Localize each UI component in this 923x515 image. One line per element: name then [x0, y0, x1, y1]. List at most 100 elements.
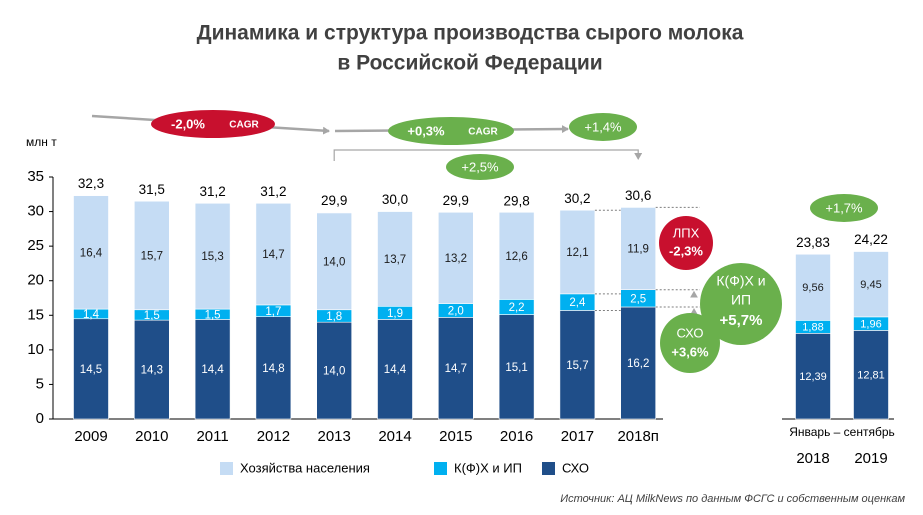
cagr-badge-positive: [388, 117, 514, 145]
chart-title-line-1: Динамика и структура производства сырого…: [197, 22, 744, 45]
x-tick-label: 2017: [561, 428, 594, 445]
y-tick-label: 10: [27, 341, 44, 358]
period-x-tick-label: 2019: [854, 450, 887, 467]
bar-data-label: 11,9: [627, 244, 649, 256]
sho-change-value: +3,6%: [671, 344, 709, 359]
bar-segment: [73, 318, 109, 420]
bar-data-label: 2,2: [509, 302, 525, 314]
x-tick-label: 2012: [257, 428, 290, 445]
bar-segment: [134, 200, 170, 311]
bar-total-label: 32,3: [78, 176, 104, 191]
bar-data-label: 14,0: [323, 366, 345, 378]
bar-total-label: 30,2: [564, 191, 590, 206]
x-tick-label: 2015: [439, 428, 472, 445]
bar-data-label: 1,7: [265, 306, 281, 318]
bar-total-label: 29,9: [443, 193, 469, 208]
bar-segment: [620, 306, 657, 420]
bar-data-label: 12,1: [566, 247, 588, 259]
bar-total-label: 29,8: [503, 194, 529, 209]
growth-bracket-badge: [446, 154, 514, 180]
bar-data-label: 16,2: [627, 358, 649, 370]
chart-title-line-2: в Российской Федерации: [337, 52, 602, 75]
y-tick-label: 35: [27, 168, 44, 185]
y-tick-label: 5: [36, 375, 44, 392]
growth-2018-value: +1,4%: [584, 119, 622, 134]
period-bar-segment: [853, 251, 889, 318]
period-bar-data-label: 12,39: [799, 371, 827, 383]
kfh-change-name-line1: К(Ф)Х и: [716, 273, 765, 289]
bar-data-label: 14,7: [445, 363, 467, 375]
bar-total-label: 31,2: [199, 184, 225, 199]
x-tick-label: 2009: [74, 428, 107, 445]
bar-data-label: 2,0: [448, 305, 464, 317]
bar-data-label: 2,5: [630, 293, 646, 305]
period-x-tick-label: 2018: [796, 450, 829, 467]
period-bar-data-label: 9,56: [802, 282, 823, 294]
bar-segment: [255, 202, 292, 306]
kfh-change-value: +5,7%: [720, 312, 763, 329]
period-bar-data-label: 1,96: [860, 319, 881, 331]
period-bar-data-label: 9,45: [860, 279, 881, 291]
bar-total-label: 30,6: [625, 188, 651, 203]
x-tick-label: 2016: [500, 428, 533, 445]
period-total-label: 24,22: [854, 232, 888, 247]
y-tick-label: 25: [27, 237, 44, 254]
bar-data-label: 14,4: [201, 364, 224, 376]
growth-bracket-value: +2,5%: [461, 159, 499, 174]
period-bar-segment: [795, 253, 831, 321]
bar-total-label: 31,5: [139, 182, 165, 197]
bar-segment: [316, 212, 353, 311]
x-tick-label: 2011: [196, 428, 228, 445]
bar-data-label: 16,4: [80, 247, 103, 259]
growth-period-value: +1,7%: [825, 200, 863, 215]
bar-data-label: 14,5: [80, 364, 102, 376]
y-tick-label: 20: [27, 272, 44, 289]
legend-swatch: [434, 462, 447, 475]
bar-segment: [498, 211, 535, 300]
period-subtitle: Январь – сентябрь: [789, 425, 895, 439]
period-bar-segment: [795, 333, 831, 420]
bar-segment: [134, 319, 170, 420]
bar-data-label: 14,4: [384, 364, 407, 376]
x-tick-label: 2014: [378, 428, 411, 445]
bar-data-label: 14,0: [323, 256, 345, 268]
bar-data-label: 14,3: [141, 365, 163, 377]
legend-swatch: [220, 462, 233, 475]
bar-segment: [255, 316, 292, 420]
bar-data-label: 13,2: [445, 253, 467, 265]
legend-label: СХО: [562, 460, 589, 475]
bar-data-label: 1,9: [387, 308, 403, 320]
source-note: Источник: АЦ MilkNews по данным ФСГС и с…: [560, 493, 905, 505]
lph-change-badge: [659, 216, 713, 270]
cagr-suffix-negative: CAGR: [229, 120, 259, 131]
legend-swatch: [542, 462, 555, 475]
kfh-change-badge: [700, 263, 782, 345]
bar-segment: [377, 211, 413, 307]
bar-data-label: 14,8: [262, 363, 284, 375]
bar-data-label: 15,7: [141, 251, 163, 263]
bar-segment: [73, 195, 109, 310]
y-tick-label: 15: [27, 306, 44, 323]
kfh-change-name-line2: ИП: [731, 292, 751, 308]
bar-segment: [559, 209, 596, 295]
growth-2018-badge: [569, 113, 637, 141]
growth-bracket: [333, 149, 643, 161]
bar-data-label: 15,3: [201, 251, 223, 263]
bar-segment: [194, 319, 231, 420]
cagr-value-negative: -2,0%: [171, 116, 205, 131]
bar-data-label: 14,7: [262, 249, 284, 261]
bar-segment: [498, 314, 535, 420]
bar-total-label: 31,2: [260, 184, 286, 199]
bar-data-label: 1,5: [205, 309, 221, 321]
cagr-suffix-positive: CAGR: [468, 127, 498, 138]
bar-segment: [437, 317, 474, 420]
period-bar-data-label: 1,88: [802, 322, 823, 334]
cagr-badge-negative: [151, 110, 275, 138]
growth-period-badge: [810, 194, 878, 222]
bar-segment: [620, 207, 657, 291]
bar-segment: [559, 310, 596, 420]
period-total-label: 23,83: [796, 235, 830, 250]
bar-segment: [437, 211, 474, 304]
